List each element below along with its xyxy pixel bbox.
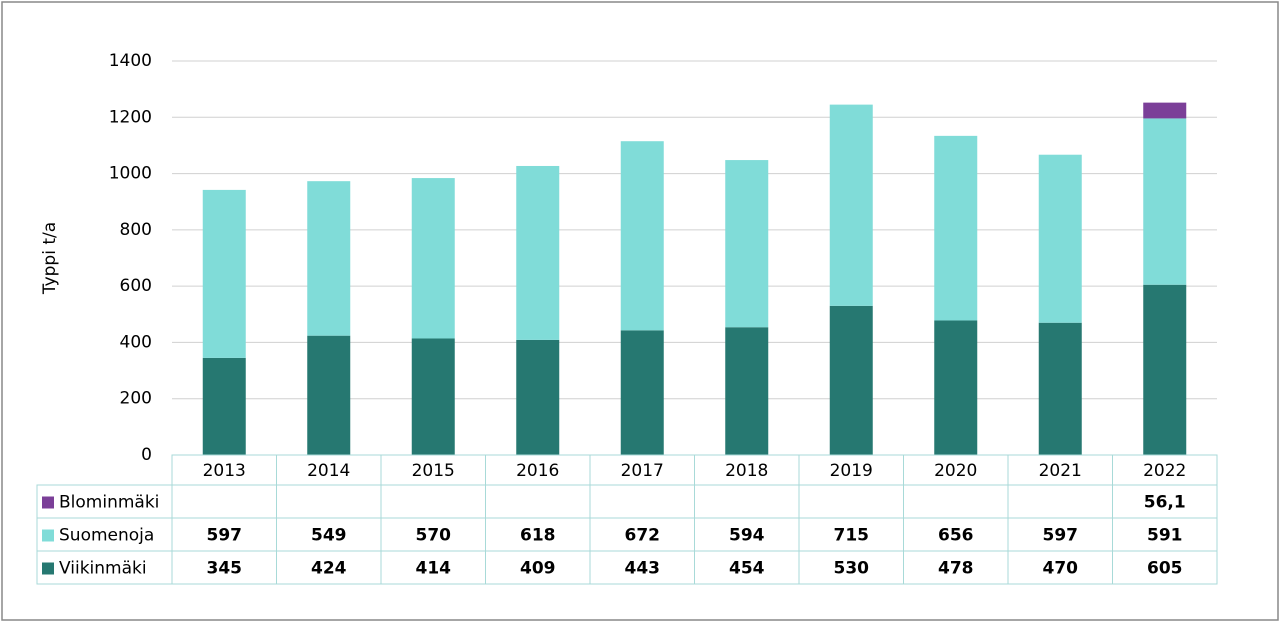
- bar-segment: [411, 178, 455, 339]
- bar-segment: [620, 330, 664, 455]
- data-label: 56,1: [1144, 493, 1186, 513]
- y-tick-label: 400: [120, 332, 152, 352]
- bar-segment: [307, 335, 351, 455]
- data-label: 443: [625, 559, 661, 579]
- bar-segment: [1038, 154, 1082, 323]
- bar-segment: [725, 160, 769, 328]
- x-tick-label: 2018: [725, 461, 768, 481]
- data-label: 530: [834, 559, 870, 579]
- legend-label: Viikinmäki: [59, 559, 147, 579]
- x-tick-label: 2014: [307, 461, 350, 481]
- y-tick-label: 1400: [109, 51, 152, 71]
- y-tick-label: 600: [120, 276, 152, 296]
- data-label: 424: [311, 559, 347, 579]
- legend-swatch: [42, 496, 54, 509]
- bar-segment: [516, 165, 560, 340]
- legend-swatch: [42, 562, 54, 575]
- data-label: 414: [416, 559, 452, 579]
- x-tick-label: 2022: [1143, 461, 1186, 481]
- data-label: 605: [1147, 559, 1183, 579]
- bar-segment: [1038, 322, 1082, 455]
- data-label: 597: [1043, 526, 1079, 546]
- y-tick-label: 1200: [109, 107, 152, 127]
- legend-label: Blominmäki: [59, 493, 159, 513]
- x-tick-label: 2021: [1039, 461, 1082, 481]
- y-tick-label: 800: [120, 220, 152, 240]
- x-tick-label: 2013: [203, 461, 246, 481]
- data-label: 656: [938, 526, 974, 546]
- x-tick-label: 2020: [934, 461, 977, 481]
- data-label: 478: [938, 559, 974, 579]
- bar-segment: [620, 141, 664, 331]
- x-tick-label: 2017: [621, 461, 664, 481]
- x-tick-label: 2016: [516, 461, 559, 481]
- data-label: 454: [729, 559, 765, 579]
- bar-segment: [307, 181, 351, 336]
- bar-segment: [829, 104, 873, 306]
- data-label: 409: [520, 559, 556, 579]
- bar-segment: [934, 320, 978, 455]
- bar-segment: [202, 357, 246, 455]
- data-label: 470: [1043, 559, 1079, 579]
- bar-segment: [516, 339, 560, 455]
- data-label: 594: [729, 526, 765, 546]
- data-label: 591: [1147, 526, 1183, 546]
- bar-segment: [829, 305, 873, 455]
- bar-segment: [934, 135, 978, 321]
- legend-label: Suomenoja: [59, 526, 154, 546]
- data-label: 345: [207, 559, 243, 579]
- data-label: 549: [311, 526, 347, 546]
- table-cell: [1112, 550, 1218, 585]
- y-axis-label: Typpi t/a: [40, 222, 60, 295]
- bar-segment: [1143, 284, 1187, 455]
- bar-segment: [202, 189, 246, 358]
- bar-segment: [725, 327, 769, 455]
- data-label: 570: [416, 526, 452, 546]
- y-tick-label: 1000: [109, 164, 152, 184]
- bar-segment: [1143, 102, 1187, 119]
- data-label: 597: [207, 526, 243, 546]
- data-label: 672: [625, 526, 661, 546]
- data-label: 715: [834, 526, 870, 546]
- x-tick-label: 2015: [412, 461, 455, 481]
- y-tick-label: 0: [141, 445, 152, 465]
- bar-segment: [411, 338, 455, 455]
- bar-segment: [1143, 118, 1187, 285]
- data-label: 618: [520, 526, 556, 546]
- x-tick-label: 2019: [830, 461, 873, 481]
- y-tick-label: 200: [120, 389, 152, 409]
- legend-swatch: [42, 529, 54, 542]
